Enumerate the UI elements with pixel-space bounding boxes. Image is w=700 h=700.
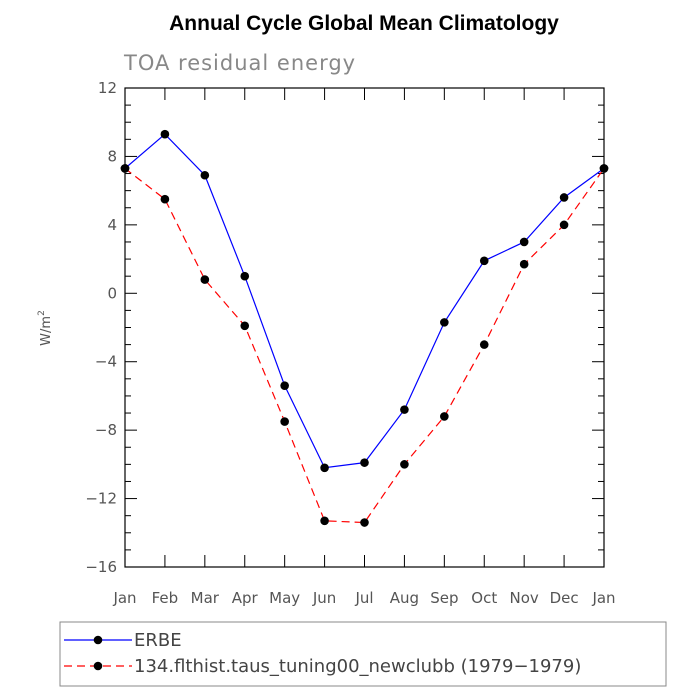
legend: ERBE 134.flthist.taus_tuning00_newclubb (… (64, 630, 581, 677)
x-tick-label: Jun (312, 589, 336, 607)
legend-marker-1 (93, 635, 103, 645)
series-2-point (320, 516, 329, 526)
series-2-point (120, 164, 130, 173)
series-1-point (160, 129, 170, 139)
plot-frame (124, 87, 605, 568)
y-tick-label: −4 (95, 353, 117, 371)
series-line-2 (124, 167, 605, 524)
y-tick-labels: 12 8 4 0 −4 −8 −12 −16 (85, 79, 117, 576)
x-tick-label: Mar (191, 589, 220, 607)
x-tick-label: Aug (390, 589, 419, 607)
series-1-point (479, 256, 489, 266)
series-2-point (440, 412, 449, 421)
series-2-point (280, 417, 289, 426)
x-tick-label: Dec (550, 589, 579, 607)
y-tick-label: −12 (85, 490, 117, 508)
y-tick-label: 8 (107, 147, 117, 165)
y-axis-label-sup: 2 (37, 310, 47, 316)
y-tick-label: −16 (85, 558, 117, 576)
x-tick-labels: Jan Feb Mar Apr May Jun Jul Aug Sep Oct Nov Dec Jan (112, 589, 615, 607)
x-tick-label: Oct (471, 589, 497, 607)
series-2-point (240, 321, 250, 331)
x-tick-label: May (269, 589, 300, 607)
chart-subtitle: TOA residual energy (123, 51, 356, 75)
series-1-point (320, 463, 329, 473)
legend-box (59, 621, 667, 687)
x-tick-label: Jan (112, 589, 136, 607)
y-tick-label: 12 (98, 79, 117, 97)
series-2-point (599, 164, 609, 173)
y-axis-label-unit: W/m (39, 316, 54, 346)
x-tick-label: Jan (591, 589, 615, 607)
legend-marker-2 (93, 661, 103, 671)
series-line-1 (124, 133, 605, 469)
series-2-point (559, 220, 569, 230)
y-tick-label: 0 (107, 284, 117, 302)
series-2-point (160, 194, 170, 204)
series-1-point (240, 271, 250, 281)
legend-label-1: ERBE (134, 630, 182, 651)
series-2-point (519, 259, 529, 269)
series-1-point (280, 381, 289, 390)
x-tick-label: Nov (510, 589, 539, 607)
series-1-point (360, 458, 369, 467)
x-tick-label: Feb (152, 589, 179, 607)
axis-ticks (124, 87, 605, 568)
x-tick-label: Apr (232, 589, 259, 607)
series-1-point (400, 405, 409, 414)
x-tick-label: Jul (354, 589, 373, 607)
series-2-point (400, 460, 409, 469)
y-axis-label: W/m2 (37, 310, 54, 346)
series-2-point (360, 518, 369, 527)
series-2-point (200, 275, 210, 284)
legend-label-2: 134.flthist.taus_tuning00_newclubb (1979… (134, 656, 581, 677)
y-tick-label: −8 (95, 421, 117, 439)
series-layer (120, 129, 609, 527)
series-1-point (440, 318, 449, 327)
series-2-point (479, 340, 489, 349)
y-tick-label: 4 (107, 216, 117, 234)
series-1-point (559, 193, 569, 202)
chart-title: Annual Cycle Global Mean Climatology (169, 12, 559, 35)
series-1-point (200, 170, 210, 180)
x-tick-label: Sep (430, 589, 458, 607)
series-1-point (519, 237, 529, 247)
